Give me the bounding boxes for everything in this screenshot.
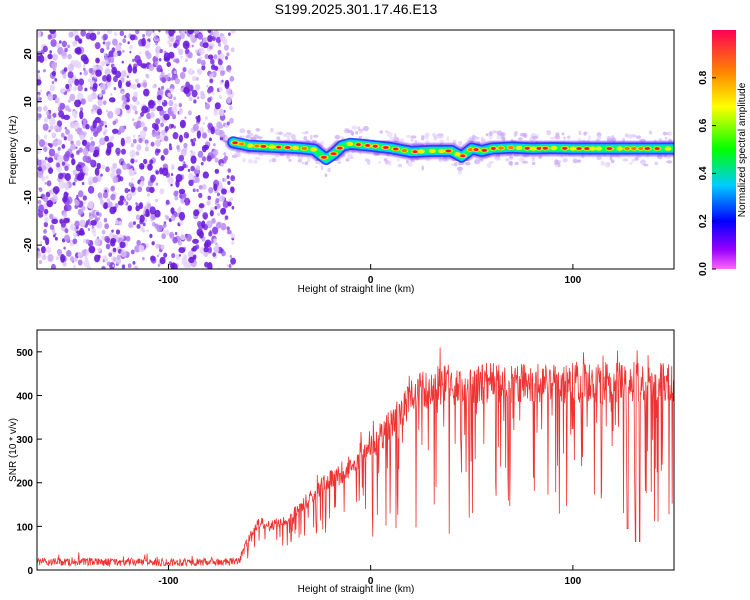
snr-panel: -100 0 100 0 100 200 300 400 500 Height of stra… — [8, 329, 675, 595]
snr-y-tick-label: 300 — [16, 435, 33, 446]
snr-y-axis-label: SNR (10 * v/v) — [8, 418, 19, 482]
spectrogram-x-tick-label: 0 — [368, 275, 374, 286]
spectrogram-x-axis-label: Height of straight line (km) — [298, 284, 415, 295]
snr-frame — [36, 329, 675, 571]
colorbar-label: Normalized spectral amplitude — [737, 82, 748, 217]
colorbar-tick-label: 0.4 — [698, 166, 709, 180]
spectrogram-trace — [225, 134, 674, 168]
colorbar-gradient — [712, 30, 736, 269]
spectrogram-x-tick-label: -100 — [158, 275, 178, 286]
chart-title: S199.2025.301.17.46.E13 — [274, 1, 438, 17]
spectrogram-y-axis-label: Frequency (Hz) — [8, 116, 19, 185]
spectrogram-y-tick-label: -10 — [23, 190, 34, 205]
spectrogram-image — [37, 30, 674, 269]
spectrogram-y-tick-label: -20 — [23, 237, 34, 252]
snr-y-tick-label: 100 — [16, 522, 33, 533]
snr-y-tick-label: 0 — [27, 566, 33, 577]
snr-x-tick-label: -100 — [158, 576, 178, 587]
colorbar: 0.0 0.2 0.4 0.6 0.8 Normalized spectral ampl… — [698, 30, 748, 276]
snr-y-tick-label: 200 — [16, 479, 33, 490]
colorbar-tick-label: 0.8 — [698, 70, 709, 84]
colorbar-tick-label: 0.0 — [698, 262, 709, 276]
snr-y-tick-label: 400 — [16, 391, 33, 402]
snr-x-tick-label: 0 — [368, 576, 374, 587]
spectrogram-x-tick-label: 100 — [565, 275, 582, 286]
spectrogram-y-tick-label: 10 — [23, 96, 34, 108]
snr-y-tick-label: 500 — [16, 348, 33, 359]
snr-x-axis-label: Height of straight line (km) — [298, 584, 415, 595]
colorbar-tick-label: 0.2 — [698, 214, 709, 228]
spectrogram-y-tick-label: 20 — [23, 48, 34, 60]
colorbar-tick-label: 0.6 — [698, 118, 709, 132]
spectrogram-y-tick-label: 0 — [23, 146, 34, 152]
snr-x-tick-label: 100 — [565, 576, 582, 587]
snr-series-line — [37, 347, 674, 568]
